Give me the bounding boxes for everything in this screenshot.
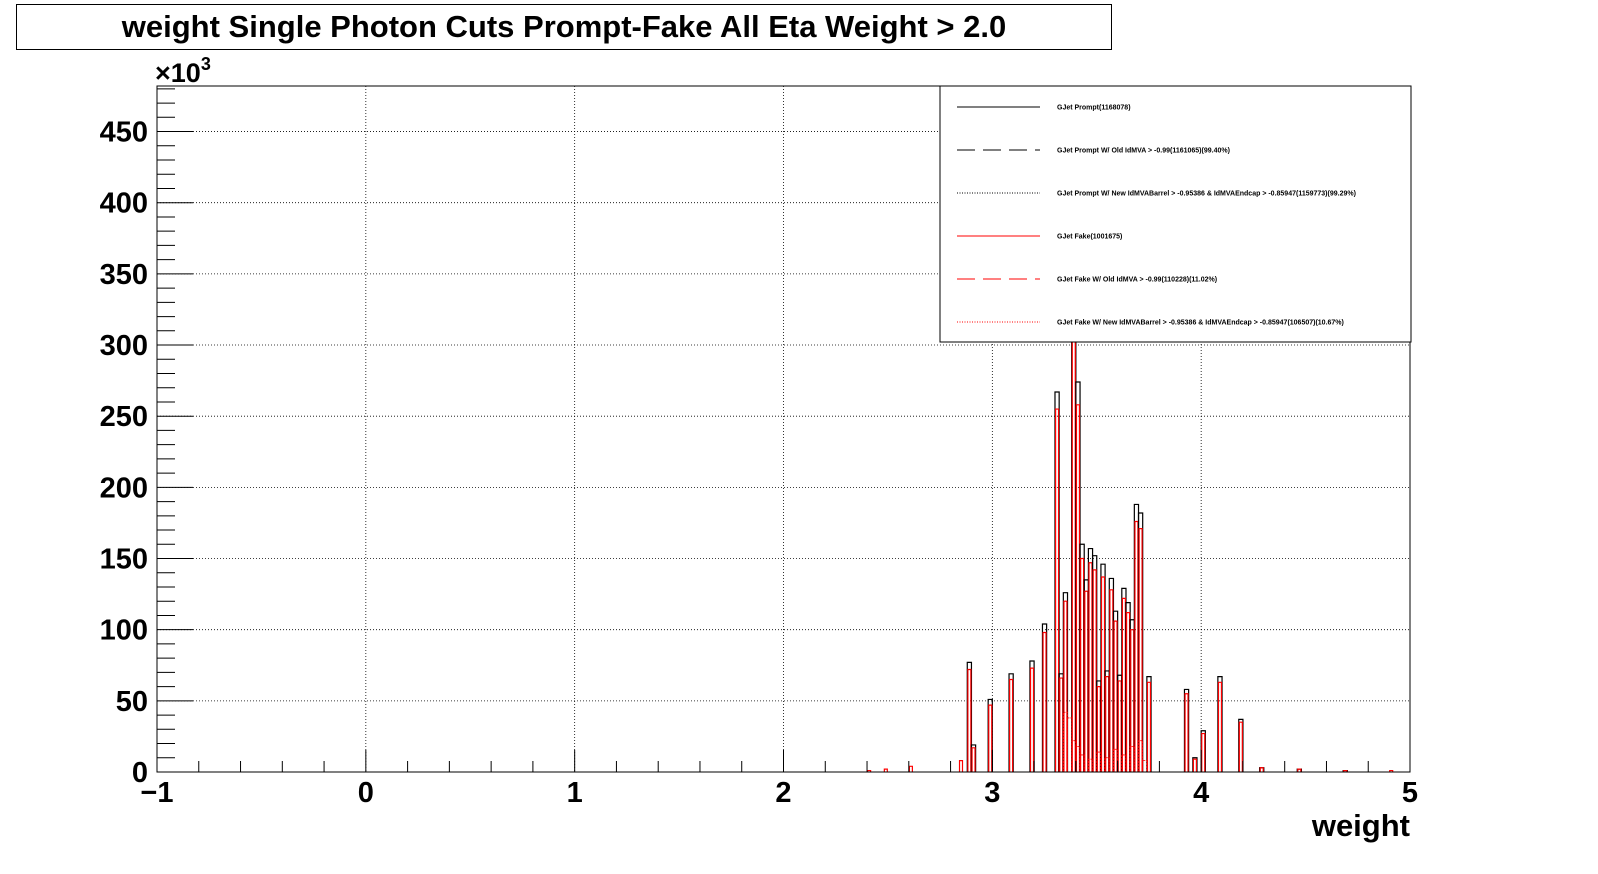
y-tick-label: 200 [100, 472, 148, 504]
fake-cut-bin [1062, 711, 1068, 772]
prompt-bin [1008, 673, 1014, 772]
chart-title: weight Single Photon Cuts Prompt-Fake Al… [121, 9, 1007, 44]
legend-box [939, 85, 1412, 343]
y-tick-label: 100 [100, 615, 148, 647]
fake-cut-bin [1129, 745, 1135, 772]
x-tick-label: 3 [984, 777, 1000, 809]
fake-cut-bin [1142, 760, 1148, 772]
y-tick-label: 300 [100, 330, 148, 362]
prompt-bin [1217, 676, 1223, 772]
y-tick-label: 250 [100, 401, 148, 433]
legend-entry-label: GJet Fake W/ Old IdMVA > -0.99(110228)(1… [1057, 277, 1217, 284]
fake-cut-bin [1104, 757, 1110, 772]
fake-bin [1113, 620, 1118, 772]
prompt-bin [966, 661, 973, 772]
y-tick-label: 50 [116, 686, 148, 718]
fake-bin [1063, 600, 1068, 772]
fake-cut-bin [1096, 751, 1102, 772]
x-tick-label: 0 [358, 777, 374, 809]
fake-bin [1259, 767, 1264, 772]
fake-bin [1084, 590, 1089, 772]
fake-bin [1238, 721, 1243, 772]
x-axis-label: weight [1311, 808, 1410, 843]
fake-bin [1088, 562, 1093, 772]
fake-bin [967, 668, 972, 772]
prompt-bin [1183, 688, 1190, 772]
fake-bin [1009, 678, 1014, 772]
fake-bin [1096, 686, 1101, 772]
legend-entry-label: GJet Prompt W/ Old IdMVA > -0.99(1161065… [1057, 148, 1230, 155]
fake-bin [1092, 569, 1097, 772]
y-tick-label: 350 [100, 259, 148, 291]
fake-bin [1297, 768, 1302, 772]
fake-cut-bin [1079, 754, 1085, 772]
fake-bin [1029, 667, 1035, 772]
fake-bin [958, 760, 964, 772]
fake-bin [1042, 631, 1047, 772]
fake-bin [1080, 557, 1085, 772]
fake-bin [1184, 693, 1189, 772]
legend-entry-label: GJet Prompt(1168078) [1057, 105, 1131, 112]
axis-ticks [156, 88, 1411, 773]
fake-bin [1389, 769, 1394, 772]
fake-bin [1100, 576, 1106, 772]
fake-bin [1343, 769, 1348, 772]
y-tick-label: 150 [100, 544, 148, 576]
fake-bin [1054, 408, 1060, 772]
fake-bin [988, 704, 993, 772]
fake-bin [1075, 404, 1081, 772]
fake-bin [1146, 681, 1152, 772]
legend-entry-label: GJet Fake(1001675) [1057, 234, 1122, 241]
fake-cut-bin [1113, 748, 1119, 772]
y-tick-label: 450 [100, 117, 148, 149]
x-tick-label: 5 [1402, 777, 1418, 809]
fake-bin [1192, 758, 1197, 772]
fake-cut-bin [1138, 740, 1144, 772]
legend: GJet Prompt(1168078) GJet Prompt W/ Old I… [939, 85, 1412, 343]
fake-cut-bin [1067, 717, 1073, 772]
fake-bin [1201, 732, 1206, 772]
fake-bin [1217, 681, 1223, 772]
fake-bin [1125, 611, 1131, 772]
legend-entry-label: GJet Fake W/ New IdMVABarrel > -0.95386 … [1057, 320, 1344, 327]
fake-cut-bin [1088, 758, 1093, 772]
fake-bin [1071, 330, 1076, 772]
chart-title-box: weight Single Photon Cuts Prompt-Fake Al… [16, 4, 1112, 50]
legend-entry-label: GJet Prompt W/ New IdMVABarrel > -0.9538… [1057, 191, 1356, 198]
fake-bin [1138, 528, 1143, 772]
x-tick-label: 1 [567, 777, 583, 809]
y-tick-label: 400 [100, 188, 148, 220]
fake-bin [908, 765, 913, 772]
fake-bin [1059, 677, 1064, 772]
fake-bin [1109, 589, 1114, 772]
fake-bin [1117, 680, 1122, 772]
fake-bin [883, 768, 888, 772]
fake-cut-bin [1121, 754, 1127, 772]
x-tick-label: 2 [775, 777, 791, 809]
y-tick-label: 0 [132, 757, 148, 789]
x-tick-label: 4 [1193, 777, 1209, 809]
fake-bin [867, 769, 872, 772]
histogram-bars [867, 301, 1394, 772]
x-tick-label: −1 [140, 777, 173, 809]
y-multiplier-label: ×103 [155, 54, 211, 88]
fake-bin [1121, 597, 1126, 772]
fake-bin [1134, 520, 1139, 772]
fake-bin [971, 747, 976, 772]
